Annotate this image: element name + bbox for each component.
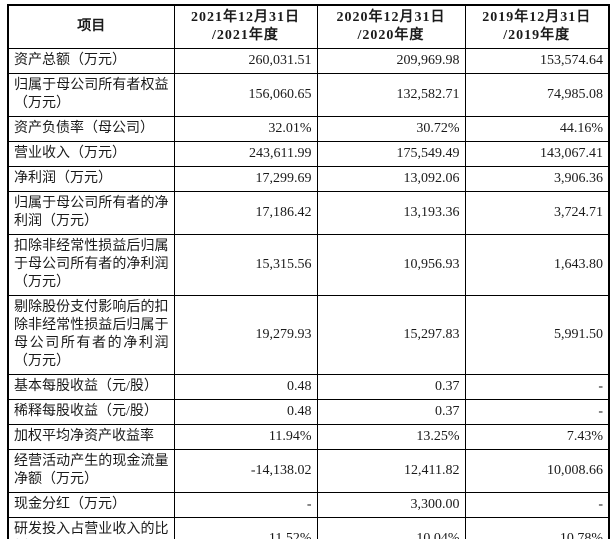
value-2020: 13,193.36: [316, 191, 466, 235]
value-2019: -: [464, 374, 610, 400]
financial-summary-table: 项目 2021年12月31日 /2021年度 2020年12月31日 /2020…: [7, 4, 610, 539]
value-2020: 13.25%: [316, 424, 466, 450]
value-2021: 11.94%: [173, 424, 318, 450]
value-2021: 19,279.93: [173, 295, 318, 375]
value-2021: 11.52%: [173, 517, 318, 539]
row-label: 经营活动产生的现金流量净额（万元）: [7, 449, 175, 493]
value-2021: 17,299.69: [173, 166, 318, 192]
row-label: 归属于母公司所有者的净利润（万元）: [7, 191, 175, 235]
row-label: 净利润（万元）: [7, 166, 175, 192]
value-2019: 3,906.36: [464, 166, 610, 192]
table-row: 资产总额（万元） 260,031.51 209,969.98 153,574.6…: [7, 48, 610, 74]
header-period-2019: 2019年12月31日 /2019年度: [464, 4, 610, 49]
table-body: 资产总额（万元） 260,031.51 209,969.98 153,574.6…: [7, 48, 610, 539]
row-label: 归属于母公司所有者权益（万元）: [7, 73, 175, 117]
value-2019: 7.43%: [464, 424, 610, 450]
row-label: 资产总额（万元）: [7, 48, 175, 74]
value-2021: 17,186.42: [173, 191, 318, 235]
row-label: 稀释每股收益（元/股）: [7, 399, 175, 425]
table-row: 营业收入（万元） 243,611.99 175,549.49 143,067.4…: [7, 141, 610, 167]
value-2021: 243,611.99: [173, 141, 318, 167]
table-row: 净利润（万元） 17,299.69 13,092.06 3,906.36: [7, 166, 610, 192]
table-row: 基本每股收益（元/股） 0.48 0.37 -: [7, 374, 610, 400]
value-2020: 15,297.83: [316, 295, 466, 375]
row-label: 剔除股份支付影响后的扣除非经常性损益后归属于母公司所有者的净利润（万元）: [7, 295, 175, 375]
table-row: 资产负债率（母公司） 32.01% 30.72% 44.16%: [7, 116, 610, 142]
value-2021: -14,138.02: [173, 449, 318, 493]
value-2021: 32.01%: [173, 116, 318, 142]
value-2020: 3,300.00: [316, 492, 466, 518]
value-2020: 30.72%: [316, 116, 466, 142]
table-row: 稀释每股收益（元/股） 0.48 0.37 -: [7, 399, 610, 425]
value-2020: 10.04%: [316, 517, 466, 539]
value-2021: 260,031.51: [173, 48, 318, 74]
header-period-2020-line1: 2020年12月31日: [336, 10, 446, 25]
value-2020: 0.37: [316, 399, 466, 425]
header-item: 项目: [7, 4, 175, 49]
value-2021: 15,315.56: [173, 234, 318, 296]
value-2020: 10,956.93: [316, 234, 466, 296]
value-2021: 156,060.65: [173, 73, 318, 117]
value-2019: -: [464, 492, 610, 518]
value-2019: 10,008.66: [464, 449, 610, 493]
value-2019: -: [464, 399, 610, 425]
table-row: 归属于母公司所有者的净利润（万元） 17,186.42 13,193.36 3,…: [7, 191, 610, 235]
table-row: 扣除非经常性损益后归属于母公司所有者的净利润（万元） 15,315.56 10,…: [7, 234, 610, 296]
table-row: 经营活动产生的现金流量净额（万元） -14,138.02 12,411.82 1…: [7, 449, 610, 493]
header-period-2021: 2021年12月31日 /2021年度: [173, 4, 318, 49]
row-label: 基本每股收益（元/股）: [7, 374, 175, 400]
row-label: 扣除非经常性损益后归属于母公司所有者的净利润（万元）: [7, 234, 175, 296]
value-2020: 13,092.06: [316, 166, 466, 192]
value-2019: 143,067.41: [464, 141, 610, 167]
value-2020: 12,411.82: [316, 449, 466, 493]
value-2020: 175,549.49: [316, 141, 466, 167]
value-2019: 44.16%: [464, 116, 610, 142]
value-2020: 209,969.98: [316, 48, 466, 74]
value-2019: 3,724.71: [464, 191, 610, 235]
header-period-2021-line2: /2021年度: [212, 28, 279, 43]
table-row: 剔除股份支付影响后的扣除非经常性损益后归属于母公司所有者的净利润（万元） 19,…: [7, 295, 610, 375]
value-2019: 74,985.08: [464, 73, 610, 117]
table-row: 加权平均净资产收益率 11.94% 13.25% 7.43%: [7, 424, 610, 450]
header-period-2021-line1: 2021年12月31日: [191, 10, 300, 25]
row-label: 营业收入（万元）: [7, 141, 175, 167]
value-2021: -: [173, 492, 318, 518]
row-label: 现金分红（万元）: [7, 492, 175, 518]
header-period-2020: 2020年12月31日 /2020年度: [316, 4, 466, 49]
value-2021: 0.48: [173, 399, 318, 425]
row-label: 研发投入占营业收入的比例: [7, 517, 175, 539]
value-2019: 5,991.50: [464, 295, 610, 375]
value-2019: 10.78%: [464, 517, 610, 539]
table-row: 研发投入占营业收入的比例 11.52% 10.04% 10.78%: [7, 517, 610, 539]
header-row: 项目 2021年12月31日 /2021年度 2020年12月31日 /2020…: [7, 4, 610, 49]
table-row: 现金分红（万元） - 3,300.00 -: [7, 492, 610, 518]
value-2020: 0.37: [316, 374, 466, 400]
header-period-2020-line2: /2020年度: [357, 28, 425, 43]
header-period-2019-line2: /2019年度: [503, 28, 571, 43]
row-label: 加权平均净资产收益率: [7, 424, 175, 450]
value-2019: 1,643.80: [464, 234, 610, 296]
value-2020: 132,582.71: [316, 73, 466, 117]
row-label: 资产负债率（母公司）: [7, 116, 175, 142]
header-period-2019-line1: 2019年12月31日: [482, 10, 592, 25]
value-2019: 153,574.64: [464, 48, 610, 74]
table-row: 归属于母公司所有者权益（万元） 156,060.65 132,582.71 74…: [7, 73, 610, 117]
value-2021: 0.48: [173, 374, 318, 400]
